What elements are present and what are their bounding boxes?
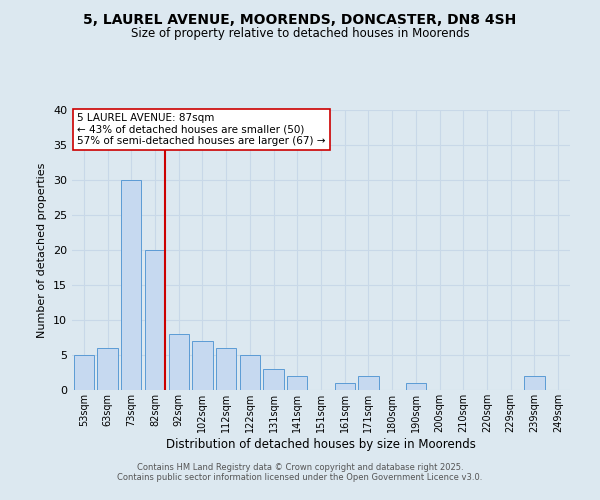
Text: 5 LAUREL AVENUE: 87sqm
← 43% of detached houses are smaller (50)
57% of semi-det: 5 LAUREL AVENUE: 87sqm ← 43% of detached…	[77, 113, 325, 146]
Bar	[121, 180, 142, 390]
Text: Size of property relative to detached houses in Moorends: Size of property relative to detached ho…	[131, 28, 469, 40]
Bar	[74, 355, 94, 390]
Bar	[169, 334, 189, 390]
Bar	[335, 383, 355, 390]
Bar	[240, 355, 260, 390]
Bar	[216, 348, 236, 390]
Y-axis label: Number of detached properties: Number of detached properties	[37, 162, 47, 338]
Bar	[97, 348, 118, 390]
Text: 5, LAUREL AVENUE, MOORENDS, DONCASTER, DN8 4SH: 5, LAUREL AVENUE, MOORENDS, DONCASTER, D…	[83, 12, 517, 26]
Bar	[524, 376, 545, 390]
Bar	[193, 341, 212, 390]
Text: Contains HM Land Registry data © Crown copyright and database right 2025.: Contains HM Land Registry data © Crown c…	[137, 464, 463, 472]
Bar	[287, 376, 307, 390]
X-axis label: Distribution of detached houses by size in Moorends: Distribution of detached houses by size …	[166, 438, 476, 450]
Bar	[263, 369, 284, 390]
Bar	[358, 376, 379, 390]
Bar	[145, 250, 165, 390]
Text: Contains public sector information licensed under the Open Government Licence v3: Contains public sector information licen…	[118, 474, 482, 482]
Bar	[406, 383, 426, 390]
